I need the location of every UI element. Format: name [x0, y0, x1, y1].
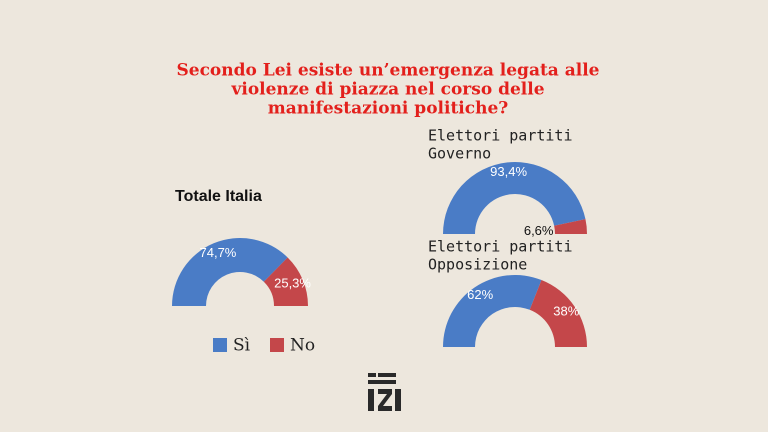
title: Secondo Lei esiste un’emergenza legata a…: [176, 61, 599, 81]
value-label: 6,6%: [524, 223, 554, 238]
value-label: 74,7%: [200, 245, 237, 260]
value-label: 38%: [553, 304, 579, 319]
chart-title: Elettori partiti: [428, 238, 573, 256]
slice: [443, 161, 586, 234]
chart-title: Elettori partiti: [428, 127, 573, 145]
value-label: 93,4%: [490, 164, 527, 179]
title: manifestazioni politiche?: [268, 99, 509, 119]
value-label: 25,3%: [274, 275, 311, 290]
slice: [529, 280, 587, 347]
legend-swatch: [270, 338, 284, 352]
legend-label: No: [290, 336, 315, 356]
slice: [263, 257, 308, 306]
logo: [368, 373, 401, 411]
title: violenze di piazza nel corso delle: [230, 80, 544, 100]
value-label: 62%: [467, 287, 493, 302]
slice: [554, 219, 587, 234]
slice: [443, 274, 542, 347]
chart-title: Opposizione: [428, 256, 527, 274]
slice: [172, 238, 288, 306]
chart-title: Totale Italia: [175, 188, 262, 205]
legend-swatch: [213, 338, 227, 352]
chart-title: Governo: [428, 145, 491, 163]
legend-label: Sì: [233, 336, 251, 356]
